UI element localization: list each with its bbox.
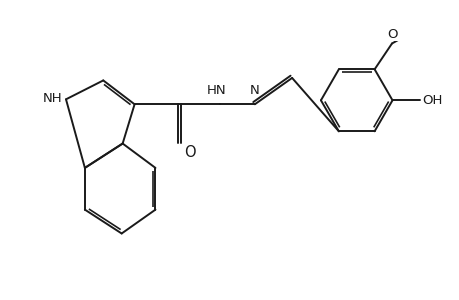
Text: OH: OH — [421, 94, 441, 107]
Text: NH: NH — [42, 92, 62, 105]
Text: O: O — [386, 28, 397, 41]
Text: O: O — [184, 145, 195, 160]
Text: HN: HN — [206, 84, 225, 97]
Text: N: N — [249, 84, 259, 97]
